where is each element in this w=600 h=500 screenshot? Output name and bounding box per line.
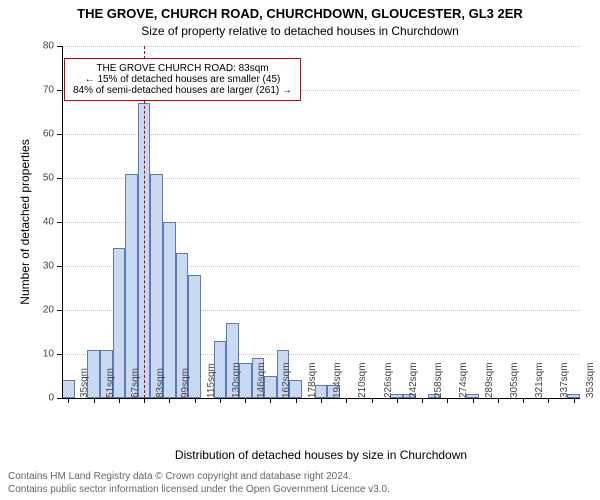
- x-tick-label: 178sqm: [301, 362, 318, 398]
- x-tick-label: 146sqm: [250, 362, 267, 398]
- annotation-box: THE GROVE CHURCH ROAD: 83sqm← 15% of det…: [64, 58, 301, 101]
- annotation-line: ← 15% of detached houses are smaller (45…: [73, 74, 292, 85]
- histogram-bar: [150, 174, 163, 398]
- chart-subtitle: Size of property relative to detached ho…: [0, 24, 600, 38]
- x-tick-label: 274sqm: [452, 362, 469, 398]
- x-tick-label: 67sqm: [124, 368, 141, 398]
- y-tick-label: 70: [43, 85, 62, 96]
- x-tick-label: 51sqm: [99, 368, 116, 398]
- x-tick-label: 115sqm: [200, 363, 217, 398]
- y-axis-line: [62, 46, 63, 398]
- x-tick-label: 162sqm: [275, 362, 292, 398]
- y-tick-label: 0: [48, 393, 62, 404]
- y-tick-label: 80: [43, 41, 62, 52]
- y-tick-label: 40: [43, 217, 62, 228]
- footer-attribution: Contains HM Land Registry data © Crown c…: [8, 470, 390, 496]
- x-tick-label: 226sqm: [377, 362, 394, 398]
- footer-line: Contains HM Land Registry data © Crown c…: [8, 470, 390, 483]
- x-tick-label: 210sqm: [351, 362, 368, 398]
- x-tick-label: 242sqm: [402, 362, 419, 398]
- y-tick-label: 60: [43, 129, 62, 140]
- x-tick-label: 337sqm: [553, 362, 570, 398]
- x-tick-label: 353sqm: [579, 362, 596, 398]
- y-axis-label: Number of detached properties: [18, 46, 32, 398]
- y-tick-label: 50: [43, 173, 62, 184]
- chart-title-address: THE GROVE, CHURCH ROAD, CHURCHDOWN, GLOU…: [0, 6, 600, 21]
- histogram-bar: [125, 174, 138, 398]
- x-tick-label: 35sqm: [73, 368, 90, 398]
- x-tick-label: 289sqm: [478, 362, 495, 398]
- x-tick-label: 321sqm: [528, 362, 545, 398]
- y-tick-label: 20: [43, 305, 62, 316]
- footer-line: Contains public sector information licen…: [8, 483, 390, 496]
- annotation-line: 84% of semi-detached houses are larger (…: [73, 85, 292, 96]
- y-tick-label: 30: [43, 261, 62, 272]
- x-tick-label: 258sqm: [427, 362, 444, 398]
- x-tick-label: 194sqm: [326, 362, 343, 398]
- x-tick-label: 130sqm: [225, 362, 242, 398]
- gridline-y: [62, 46, 580, 47]
- x-axis-label: Distribution of detached houses by size …: [62, 448, 580, 462]
- x-tick-label: 305sqm: [503, 362, 520, 398]
- x-tick-label: 99sqm: [174, 368, 191, 398]
- x-tick-label: 83sqm: [149, 368, 166, 398]
- x-axis-line: [62, 398, 580, 399]
- plot-area: 0102030405060708035sqm51sqm67sqm83sqm99s…: [62, 46, 580, 398]
- annotation-line: THE GROVE CHURCH ROAD: 83sqm: [73, 63, 292, 74]
- y-tick-label: 10: [43, 349, 62, 360]
